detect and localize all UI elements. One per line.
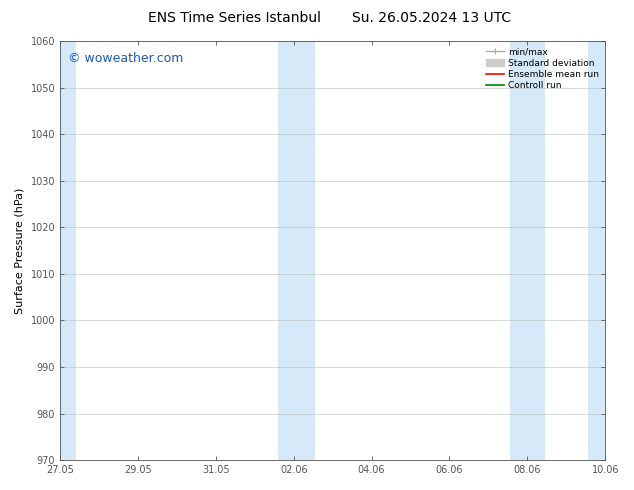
Y-axis label: Surface Pressure (hPa): Surface Pressure (hPa) <box>15 187 25 314</box>
Text: ENS Time Series Istanbul: ENS Time Series Istanbul <box>148 11 321 25</box>
Text: Su. 26.05.2024 13 UTC: Su. 26.05.2024 13 UTC <box>352 11 510 25</box>
Text: © woweather.com: © woweather.com <box>68 51 184 65</box>
Bar <box>588 41 607 460</box>
Bar <box>278 41 315 460</box>
Bar <box>510 41 545 460</box>
Legend: min/max, Standard deviation, Ensemble mean run, Controll run: min/max, Standard deviation, Ensemble me… <box>484 46 601 92</box>
Bar <box>58 41 75 460</box>
